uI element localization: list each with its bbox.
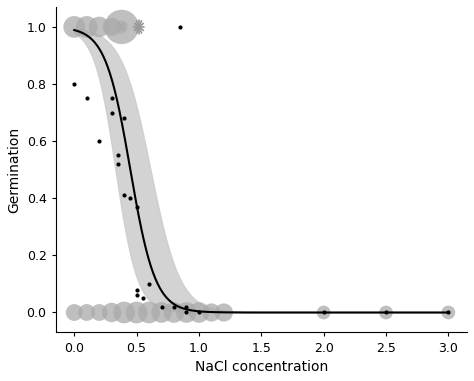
Point xyxy=(118,24,126,30)
Point xyxy=(71,309,78,315)
Y-axis label: Germination: Germination xyxy=(7,126,21,213)
Point xyxy=(71,24,78,30)
Point xyxy=(118,24,126,30)
Point xyxy=(83,309,91,315)
Point xyxy=(182,309,190,315)
Point xyxy=(220,309,228,315)
Point xyxy=(170,309,178,315)
Point xyxy=(120,309,128,315)
Point xyxy=(320,309,328,315)
Point xyxy=(208,309,215,315)
Point xyxy=(445,309,452,315)
Point xyxy=(108,309,116,315)
Point xyxy=(145,309,153,315)
Point xyxy=(108,24,116,30)
Point xyxy=(95,309,103,315)
Point xyxy=(382,309,390,315)
Point xyxy=(83,24,91,30)
Point xyxy=(133,24,140,30)
Point xyxy=(133,309,140,315)
X-axis label: NaCl concentration: NaCl concentration xyxy=(195,360,328,374)
Point xyxy=(95,24,103,30)
Point xyxy=(158,309,165,315)
Point xyxy=(195,309,203,315)
